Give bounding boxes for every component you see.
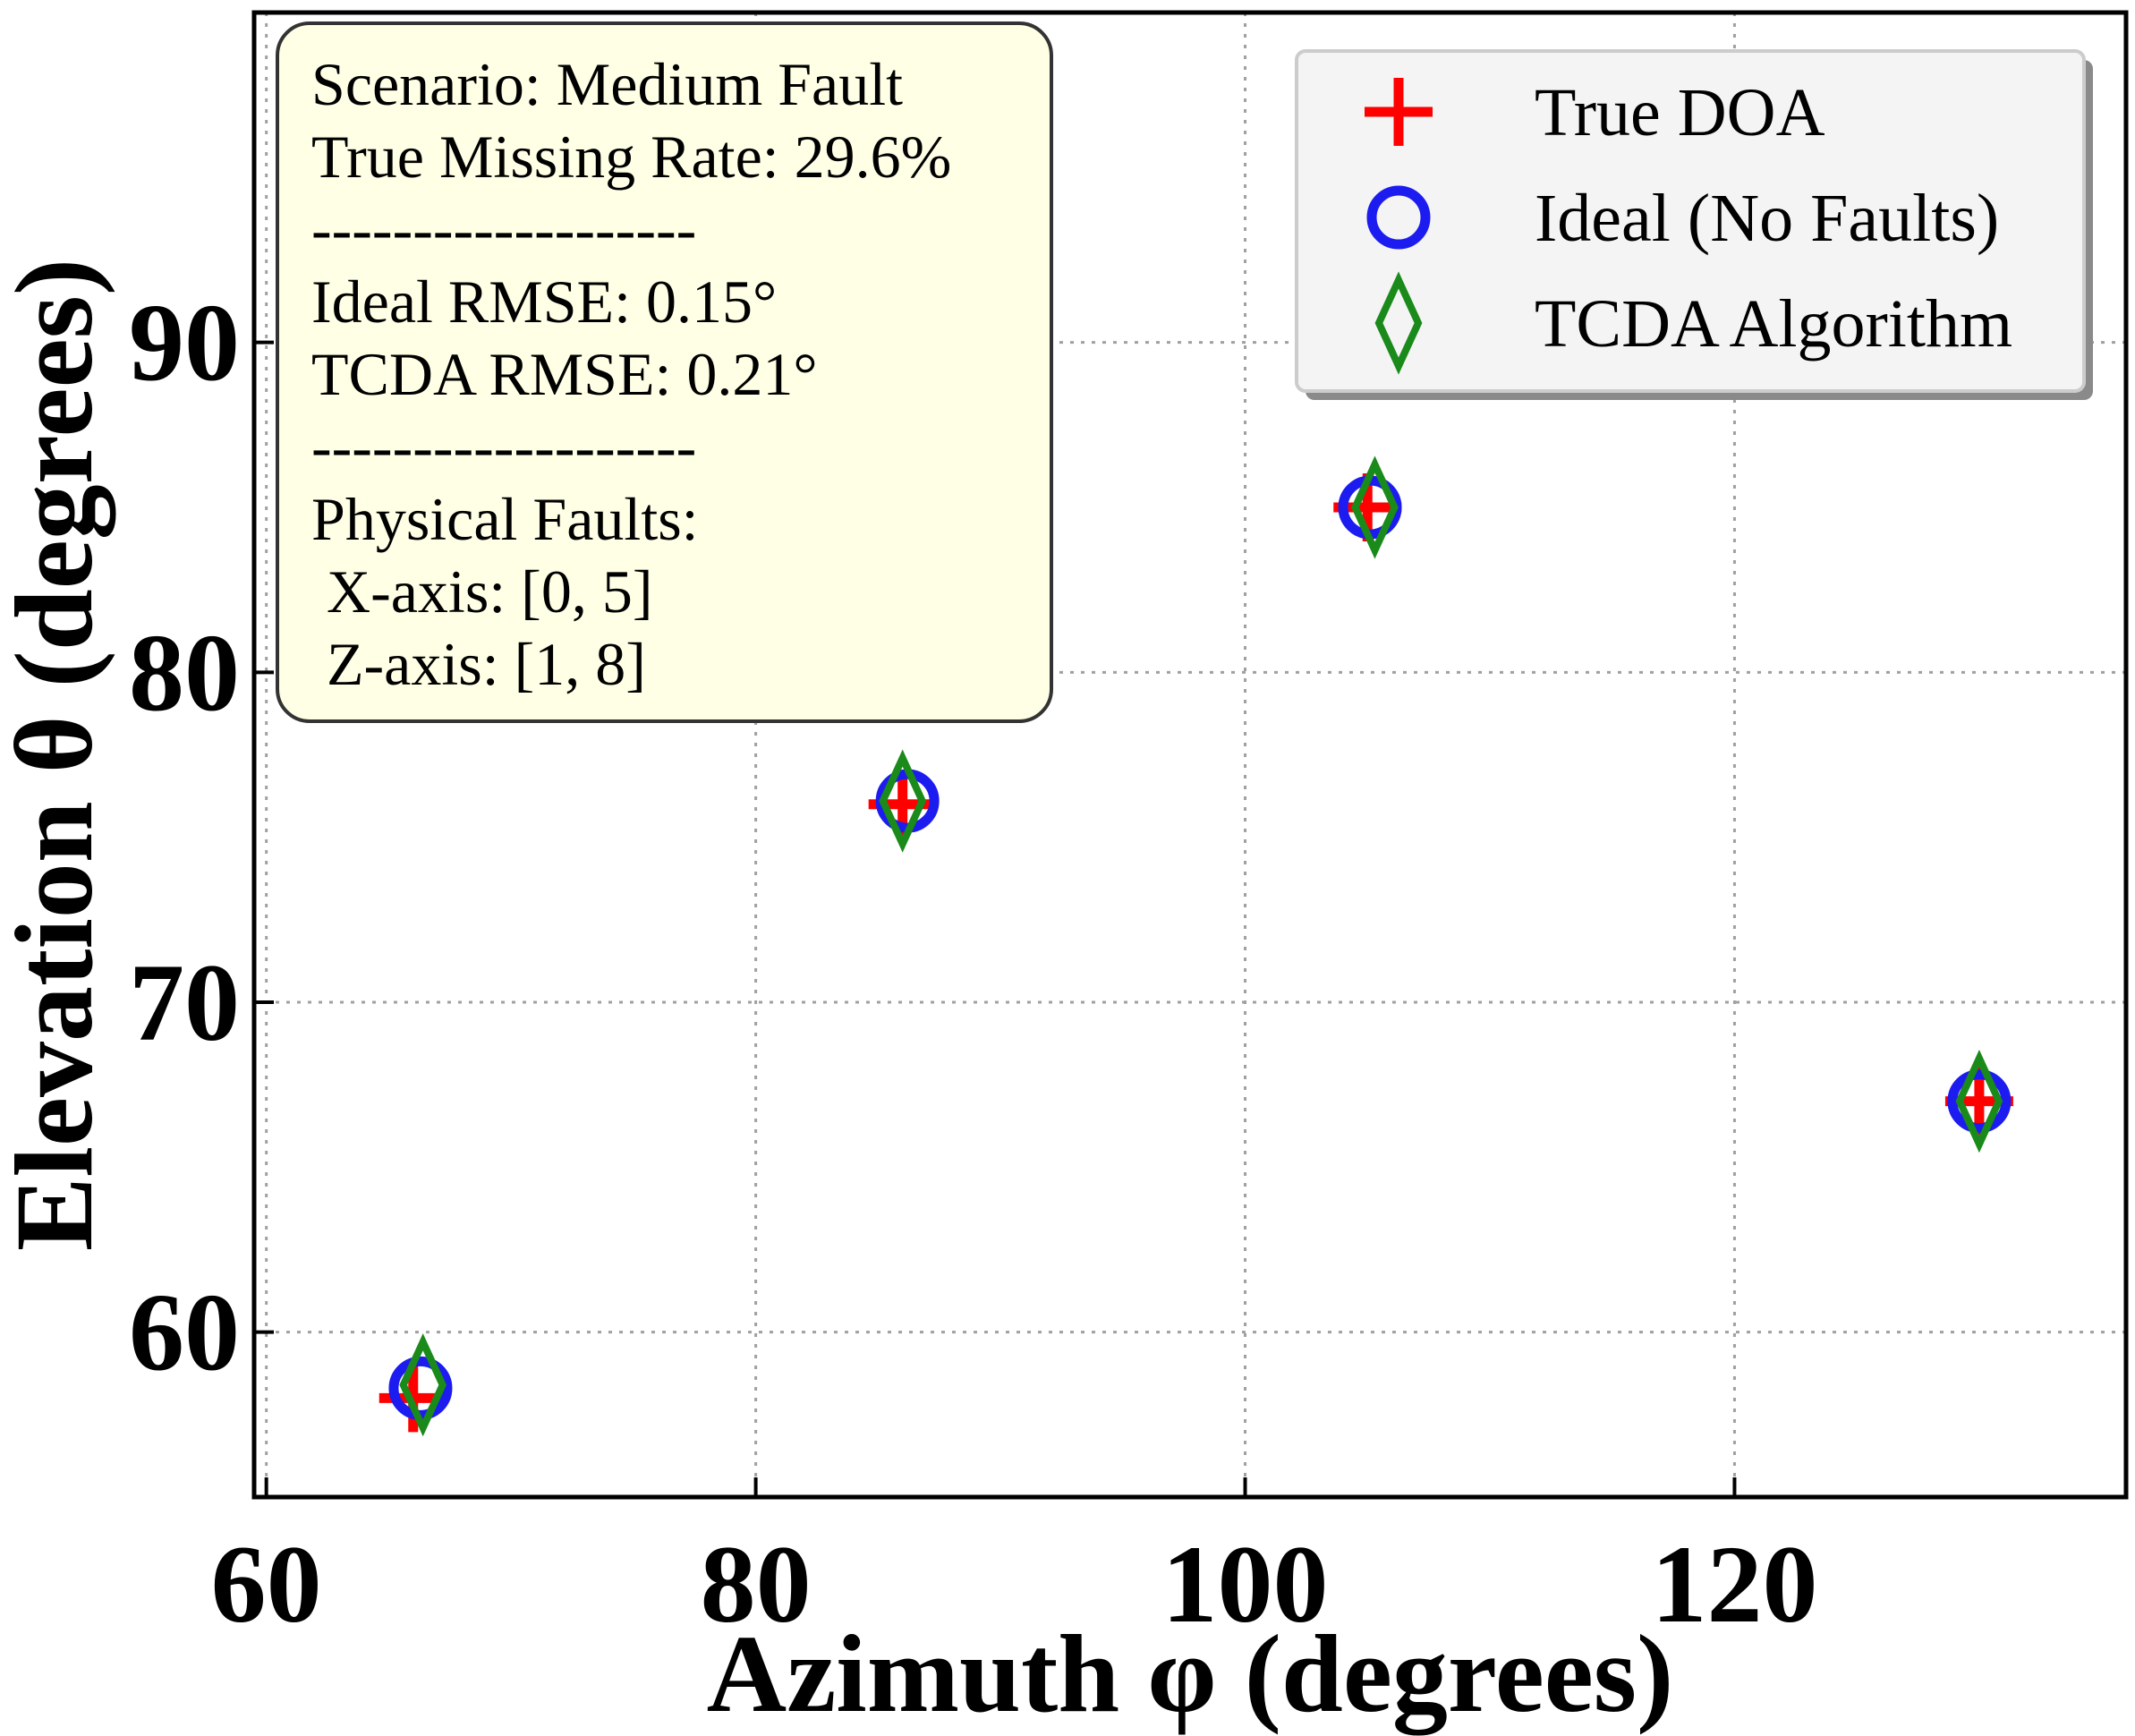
x-tick-label: 100 <box>1162 1523 1329 1646</box>
info-line: True Missing Rate: 29.6% <box>311 123 951 191</box>
legend-label: Ideal (No Faults) <box>1535 181 1999 256</box>
plot-frame <box>251 10 2129 1500</box>
y-tick-label: 80 <box>129 611 240 734</box>
legend-plus-icon <box>1365 78 1433 146</box>
legend: True DOA Ideal (No Faults) TCDA Algorithm <box>1295 49 2093 400</box>
y-tick-label: 70 <box>129 941 240 1064</box>
info-line: Ideal RMSE: 0.15° <box>311 268 777 336</box>
legend-circle-icon <box>1366 185 1431 250</box>
info-box-background <box>276 21 1053 723</box>
diamond-point <box>399 1333 447 1437</box>
legend-background <box>1295 49 2086 393</box>
info-line: ------------------- <box>311 413 696 481</box>
diamond-point <box>879 749 927 853</box>
data-marks <box>379 455 2013 1437</box>
circle-point <box>1947 1069 2012 1134</box>
legend-label: True DOA <box>1535 75 1825 150</box>
y-tick-label: 90 <box>129 282 240 404</box>
info-line: Physical Faults: <box>311 485 699 553</box>
info-line: Z-axis: [1, 8] <box>311 630 646 698</box>
x-tick-label: 60 <box>211 1523 322 1646</box>
info-line: Scenario: Medium Fault <box>311 50 903 118</box>
info-line: ------------------- <box>311 195 696 263</box>
diamond-point <box>1955 1049 2003 1153</box>
y-tick-label: 60 <box>129 1272 240 1394</box>
x-tick-label: 120 <box>1651 1523 1817 1646</box>
diamond-point <box>1351 455 1399 559</box>
legend-label: TCDA Algorithm <box>1535 286 2012 362</box>
x-tick-label: 80 <box>701 1523 812 1646</box>
info-line: X-axis: [0, 5] <box>311 557 652 625</box>
legend-diamond-icon <box>1374 271 1423 375</box>
info-line: TCDA RMSE: 0.21° <box>311 340 818 408</box>
x-axis-title: Azimuth φ (degrees) <box>707 1613 1674 1736</box>
axis-ticks: 60 80 100 120 60 70 80 90 <box>129 282 1817 1646</box>
y-axis-title: Elevation θ (degrees) <box>0 259 116 1251</box>
